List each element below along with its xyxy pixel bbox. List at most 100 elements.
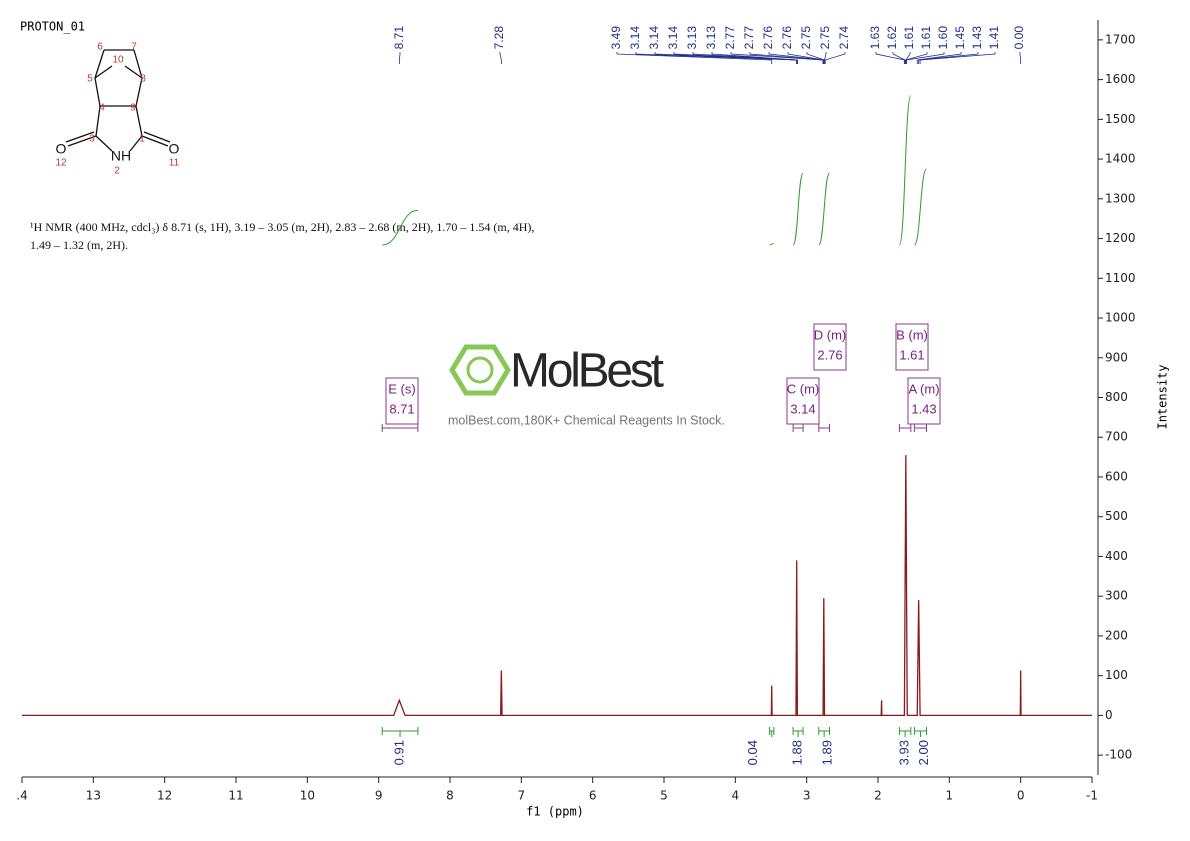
peak-label: 2.77 — [723, 26, 737, 50]
peak-label: 2.76 — [780, 26, 794, 50]
peak-label: 3.49 — [609, 26, 623, 50]
integral-range — [898, 727, 912, 737]
atom: O — [169, 141, 180, 157]
peak-leader — [918, 52, 979, 64]
y-tick-label: 200 — [1105, 628, 1128, 642]
x-tick-label: 4 — [732, 789, 740, 803]
atom-number: 9 — [130, 103, 136, 114]
watermark: MolBest molBest.com,180K+ Chemical Reage… — [448, 344, 725, 427]
peak-label: 2.75 — [799, 26, 813, 50]
atom-number: 11 — [169, 158, 180, 169]
peak-leader — [906, 52, 945, 64]
y-tick-label: 1700 — [1105, 32, 1136, 46]
y-tick-label: 800 — [1105, 390, 1128, 404]
multiplet-box — [895, 323, 929, 371]
y-tick-label: 1100 — [1105, 271, 1136, 285]
atom-number: 6 — [97, 42, 103, 53]
bond — [143, 131, 171, 143]
x-tick-label: 6 — [589, 789, 597, 803]
integral-range — [381, 727, 419, 737]
x-tick-label: 2 — [874, 789, 882, 803]
x-tick-label: -1 — [1086, 789, 1098, 803]
y-tick-label: 1300 — [1105, 191, 1136, 205]
bond — [135, 77, 143, 107]
multiplet-shift: 3.14 — [790, 401, 815, 416]
integral-curve — [913, 168, 927, 246]
peak-label: 1.61 — [902, 26, 916, 50]
integral-label: 0.91 — [392, 740, 407, 765]
y-tick-label: 100 — [1105, 668, 1128, 682]
peak-leader — [1019, 52, 1022, 64]
multiplet-shift: 8.71 — [389, 401, 414, 416]
y-tick-label: -100 — [1105, 748, 1132, 762]
bond — [129, 135, 143, 152]
integral-curve — [898, 95, 912, 246]
y-tick-label: 1200 — [1105, 231, 1136, 245]
nmr-description: ¹H NMR (400 MHz, cdcl₃) δ 8.71 (s, 1H), … — [30, 220, 534, 234]
integral-range — [792, 727, 804, 737]
y-tick-label: 500 — [1105, 509, 1128, 523]
peak-leader — [875, 52, 905, 64]
integral-range — [818, 727, 830, 737]
spectrum-title: PROTON_01 — [20, 20, 85, 34]
y-tick-label: 1400 — [1105, 152, 1136, 166]
integral-label: 1.88 — [790, 740, 805, 765]
x-tick-label: 0 — [1017, 789, 1025, 803]
peak-leader — [787, 52, 825, 64]
peak-label: 3.14 — [666, 26, 680, 50]
peak-leader — [892, 52, 906, 64]
y-tick-label: 600 — [1105, 469, 1128, 483]
bond — [67, 135, 97, 147]
integral-curve — [382, 209, 418, 246]
y-tick-label: 1500 — [1105, 112, 1136, 126]
atom-number: 8 — [140, 74, 146, 85]
spectrum — [22, 455, 1092, 717]
peak-label: 1.41 — [987, 26, 1001, 50]
peak-leader — [711, 52, 798, 64]
x-axis-label: f1 (ppm) — [526, 805, 584, 819]
integral-label: 0.04 — [745, 740, 760, 765]
atom-number: 3 — [89, 134, 95, 145]
structure — [65, 49, 171, 152]
watermark-brand: MolBest — [510, 345, 664, 398]
peak-label: 1.61 — [919, 26, 933, 50]
bond — [135, 105, 143, 137]
peak-leader — [919, 52, 996, 64]
atom-number: 12 — [55, 158, 67, 169]
peak-leader — [916, 52, 962, 64]
logo — [466, 356, 494, 384]
atom-number: 7 — [131, 42, 137, 53]
x-tick-label: 13 — [86, 789, 101, 803]
integral-label: 2.00 — [916, 740, 931, 765]
multiplet-range — [818, 424, 830, 432]
y-tick-label: 400 — [1105, 549, 1128, 563]
multiplet-range — [913, 424, 928, 432]
x-tick-label: 5 — [660, 789, 668, 803]
peak-label: 3.14 — [628, 26, 642, 50]
bond — [94, 49, 105, 79]
multiplet-shift: 1.43 — [911, 401, 936, 416]
atom-number: 1 — [139, 134, 145, 145]
bond — [141, 135, 169, 147]
y-axis-label: Intensity — [1156, 364, 1170, 429]
multiplet-name: B (m) — [896, 327, 928, 342]
y-tick-label: 1600 — [1105, 72, 1136, 86]
peak-label: 8.71 — [392, 26, 406, 50]
x-tick-label: 7 — [518, 789, 526, 803]
x-tick-label: 12 — [157, 789, 172, 803]
y-tick-label: 700 — [1105, 430, 1128, 444]
integral-curve — [818, 172, 830, 246]
y-tick-label: 1000 — [1105, 311, 1136, 325]
peak-label: 1.45 — [953, 26, 967, 50]
multiplet-name: E (s) — [388, 381, 415, 396]
peak-label: 3.14 — [647, 26, 661, 50]
peak-leader — [749, 52, 824, 64]
multiplet-range — [792, 424, 804, 432]
peak-leader — [905, 52, 928, 64]
peak-leader — [398, 52, 401, 64]
atom-number: 2 — [114, 166, 120, 177]
bond — [94, 77, 101, 107]
peak-leader — [824, 52, 846, 64]
bond — [124, 65, 143, 79]
multiplet-box — [813, 323, 847, 371]
